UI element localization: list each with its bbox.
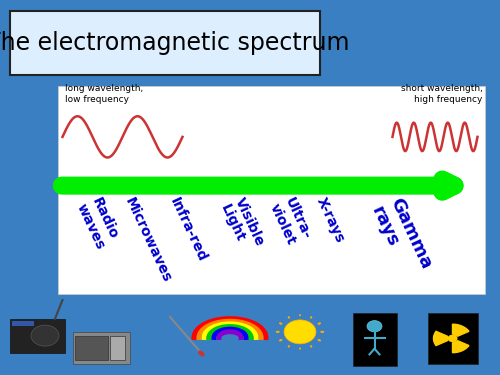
FancyArrowPatch shape xyxy=(62,180,454,192)
Circle shape xyxy=(284,320,316,344)
Text: short wavelength,
high frequency: short wavelength, high frequency xyxy=(400,84,482,104)
Bar xyxy=(12,321,34,326)
Polygon shape xyxy=(452,340,469,352)
Bar xyxy=(352,313,397,366)
Polygon shape xyxy=(434,332,448,346)
Circle shape xyxy=(367,321,382,332)
Text: Microwaves: Microwaves xyxy=(122,195,174,285)
Bar xyxy=(10,11,320,75)
Bar xyxy=(72,332,130,364)
Bar xyxy=(428,313,478,364)
Text: Radio
waves: Radio waves xyxy=(74,195,122,252)
Bar xyxy=(10,319,65,352)
Bar xyxy=(58,86,485,294)
Text: Gamma
rays: Gamma rays xyxy=(368,195,435,280)
Circle shape xyxy=(31,325,59,346)
Text: The electromagnetic spectrum: The electromagnetic spectrum xyxy=(0,31,349,55)
Polygon shape xyxy=(452,324,469,336)
Bar xyxy=(75,336,108,360)
Text: Infra-red: Infra-red xyxy=(168,195,209,264)
Text: Ultra-
violet: Ultra- violet xyxy=(268,195,314,248)
Circle shape xyxy=(448,334,458,342)
Bar xyxy=(110,336,125,360)
Text: Visible
Light: Visible Light xyxy=(218,195,267,255)
Text: X-rays: X-rays xyxy=(314,195,347,245)
Text: long wavelength,
low frequency: long wavelength, low frequency xyxy=(65,84,144,104)
